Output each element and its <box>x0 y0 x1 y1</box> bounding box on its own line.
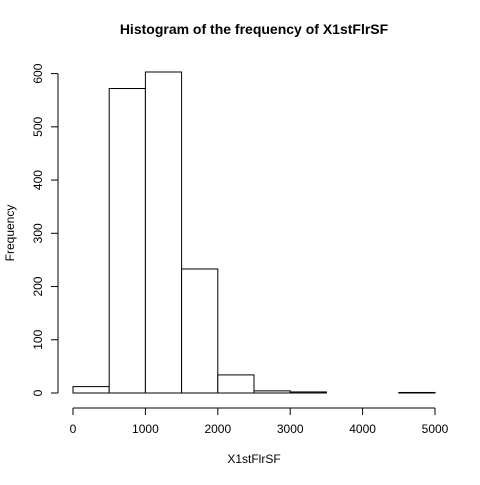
x-tick-label: 3000 <box>277 422 304 436</box>
histogram-bar <box>72 386 110 394</box>
y-axis-label: Frequency <box>3 205 17 262</box>
x-tick-label: 0 <box>70 422 77 436</box>
x-tick-label: 4000 <box>349 422 376 436</box>
y-tick-label: 200 <box>31 276 45 296</box>
x-axis-label: X1stFlrSF <box>227 452 280 466</box>
histogram-bar <box>398 391 436 394</box>
y-tick-label: 300 <box>31 223 45 243</box>
y-tick-label: 400 <box>31 170 45 190</box>
histogram-bar <box>253 390 291 394</box>
y-tick-label: 500 <box>31 116 45 136</box>
y-tick-label: 600 <box>31 63 45 83</box>
x-tick-label: 2000 <box>204 422 231 436</box>
histogram-bar <box>181 268 219 394</box>
chart-title: Histogram of the frequency of X1stFlrSF <box>120 21 389 37</box>
histogram-bar <box>108 88 146 394</box>
bars-layer <box>72 71 436 394</box>
x-axis: 0 1000 2000 3000 4000 5000 <box>70 407 449 436</box>
x-tick-label: 1000 <box>132 422 159 436</box>
y-tick-label: 0 <box>31 389 45 396</box>
y-tick-label: 100 <box>31 329 45 349</box>
y-axis: 0 100 200 300 400 500 600 <box>31 63 59 396</box>
x-tick-label: 5000 <box>422 422 449 436</box>
histogram-bar <box>217 374 255 394</box>
histogram-bar <box>144 71 183 394</box>
histogram-bar <box>289 391 327 394</box>
